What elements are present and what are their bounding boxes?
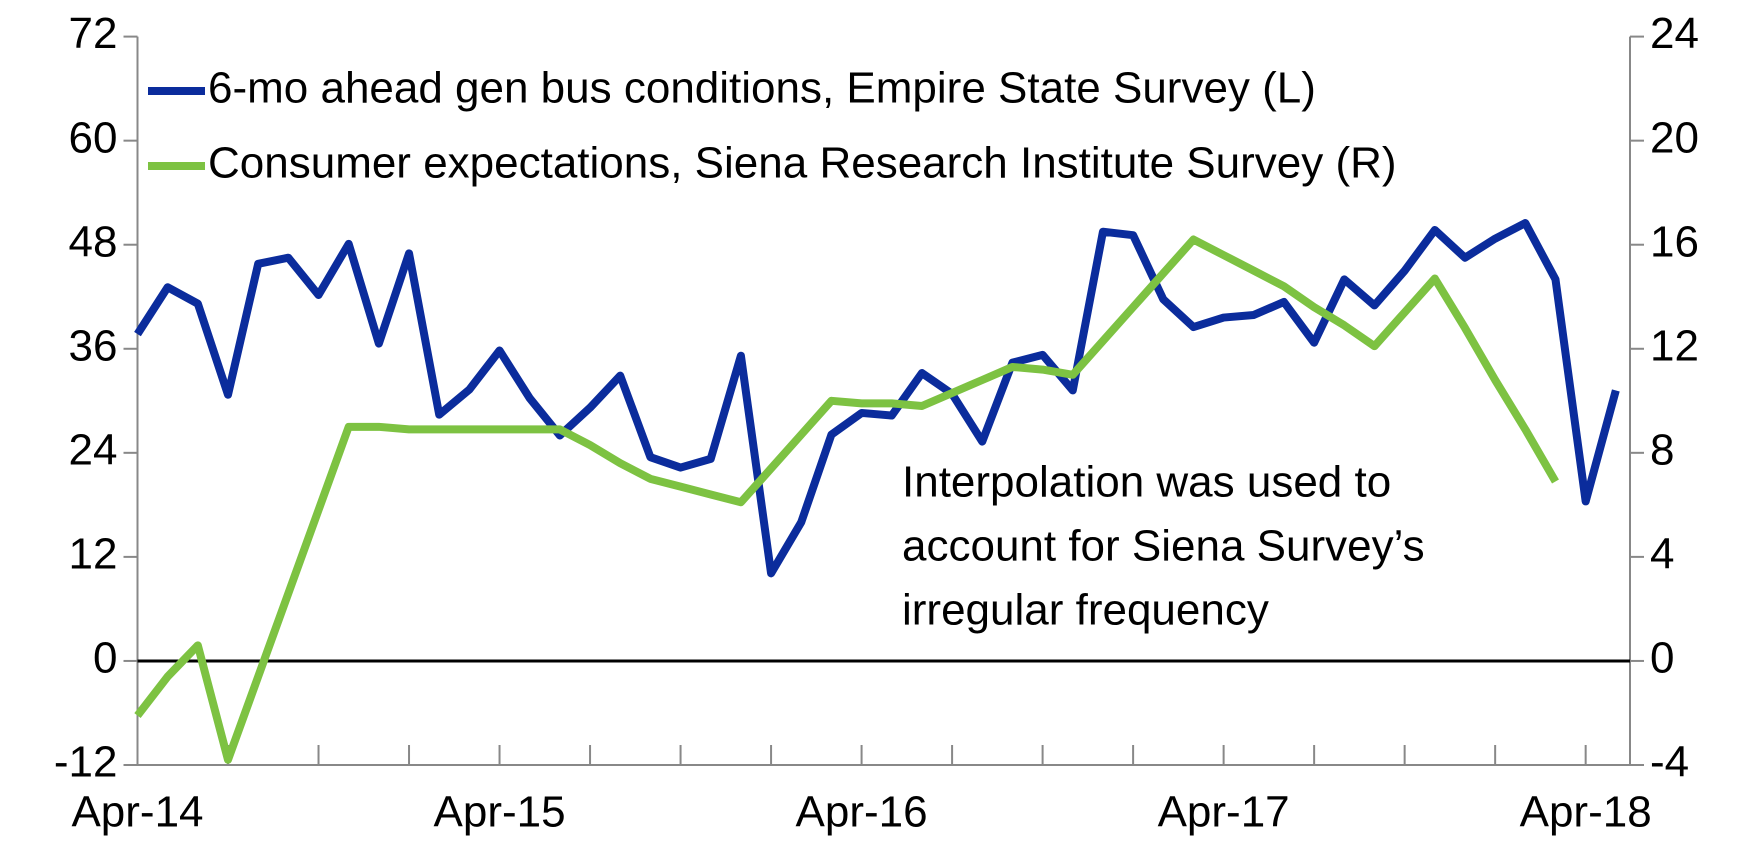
annotation: account for Siena Survey’s (902, 522, 1425, 571)
y-tick-label: 36 (69, 321, 118, 370)
y-tick-label: 60 (69, 113, 118, 162)
y2-tick-label: 16 (1650, 217, 1699, 266)
x-tick-label: Apr-17 (1158, 788, 1290, 837)
y-tick-label: 0 (93, 634, 117, 683)
y2-tick-label: 8 (1650, 425, 1674, 474)
y2-tick-label: -4 (1650, 738, 1689, 787)
series-line (134, 235, 1559, 764)
y-tick-label: -12 (54, 738, 118, 787)
y2-tick-label: 20 (1650, 113, 1699, 162)
x-tick-label: Apr-16 (796, 788, 928, 837)
legend-label: Consumer expectations, Siena Research In… (208, 139, 1397, 188)
y2-tick-label: 24 (1650, 9, 1699, 58)
y-tick-label: 24 (69, 425, 118, 474)
legend-label: 6-mo ahead gen bus conditions, Empire St… (208, 64, 1316, 113)
series-line (134, 219, 1620, 578)
x-tick-label: Apr-15 (434, 788, 566, 837)
x-tick-label: Apr-14 (71, 788, 203, 837)
y2-tick-label: 0 (1650, 634, 1674, 683)
y2-tick-label: 4 (1650, 530, 1674, 579)
y2-tick-label: 12 (1650, 321, 1699, 370)
y-tick-label: 72 (69, 9, 118, 58)
x-tick-label: Apr-18 (1520, 788, 1652, 837)
annotation: Interpolation was used to (902, 458, 1391, 507)
y-tick-label: 48 (69, 217, 118, 266)
annotation: irregular frequency (902, 586, 1269, 635)
y-tick-label: 12 (69, 530, 118, 579)
